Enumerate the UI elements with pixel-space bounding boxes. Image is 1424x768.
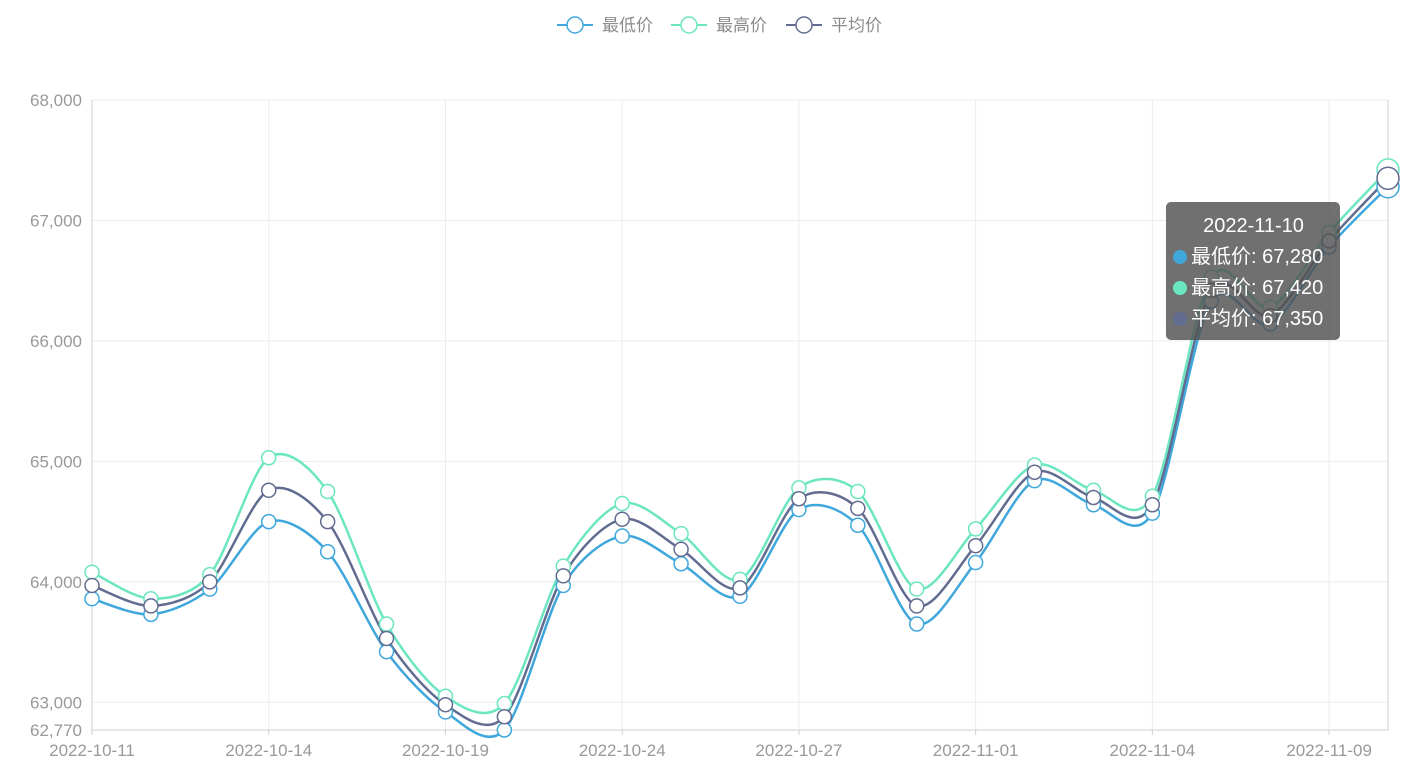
data-point-avg[interactable] <box>614 511 630 527</box>
data-point-avg[interactable] <box>732 580 748 596</box>
y-tick-label: 65,000 <box>30 452 82 471</box>
data-point-avg[interactable] <box>673 541 689 558</box>
data-point-avg[interactable] <box>319 513 336 530</box>
data-point-avg[interactable] <box>260 482 277 499</box>
data-point-min[interactable] <box>673 556 689 572</box>
tooltip-row-min: 最低价: 67,280 <box>1173 242 1334 273</box>
data-point-min[interactable] <box>319 543 336 560</box>
tooltip-row-avg: 平均价: 67,350 <box>1173 304 1334 335</box>
data-point-max[interactable] <box>496 695 513 712</box>
data-point-avg[interactable] <box>496 708 513 725</box>
y-tick-label: 62,770 <box>30 721 82 740</box>
legend[interactable]: 最低价 最高价 平均价 <box>557 16 882 35</box>
x-tick-label: 2022-11-09 <box>1286 741 1372 760</box>
data-point-max[interactable] <box>967 521 984 537</box>
x-tick-label: 2022-11-01 <box>933 741 1019 760</box>
tooltip-row-max: 最高价: 67,420 <box>1173 273 1334 304</box>
y-tick-label: 67,000 <box>30 211 82 230</box>
data-point-max[interactable] <box>614 495 630 512</box>
data-point-min[interactable] <box>260 513 277 530</box>
data-point-avg[interactable] <box>84 577 100 594</box>
data-point-avg[interactable] <box>791 490 807 507</box>
data-point-avg[interactable] <box>1376 166 1400 191</box>
data-point-avg[interactable] <box>143 598 159 614</box>
data-point-avg[interactable] <box>378 630 395 647</box>
data-point-avg[interactable] <box>1026 464 1043 480</box>
data-point-avg[interactable] <box>850 500 866 517</box>
tooltip-dot-max <box>1173 281 1187 295</box>
x-tick-label: 2022-10-24 <box>579 741 666 760</box>
data-point-max[interactable] <box>378 616 395 632</box>
legend-circle-icon <box>566 16 584 34</box>
legend-item-min[interactable]: 最低价 <box>557 16 653 35</box>
data-point-max[interactable] <box>673 525 689 542</box>
data-point-max[interactable] <box>908 581 925 597</box>
data-point-min[interactable] <box>850 517 866 533</box>
legend-circle-icon <box>795 16 813 34</box>
data-point-max[interactable] <box>84 564 100 580</box>
data-point-min[interactable] <box>614 528 630 544</box>
data-point-avg[interactable] <box>202 574 218 590</box>
data-point-min[interactable] <box>908 616 925 632</box>
x-tick-label: 2022-10-14 <box>225 741 312 760</box>
legend-label: 最高价 <box>716 16 767 35</box>
tooltip-dot-avg <box>1173 312 1187 326</box>
x-tick-label: 2022-10-27 <box>755 741 842 760</box>
tooltip-label-avg: 平均价: 67,350 <box>1191 308 1324 330</box>
data-point-avg[interactable] <box>1085 489 1102 506</box>
data-point-max[interactable] <box>260 450 277 466</box>
data-point-avg[interactable] <box>967 537 984 554</box>
tooltip: 2022-11-10 最低价: 67,280 最高价: 67,420 平均价: … <box>1166 202 1340 340</box>
data-point-min[interactable] <box>496 722 513 738</box>
legend-label: 平均价 <box>831 16 882 35</box>
grid-lines <box>92 99 1388 731</box>
y-tick-label: 64,000 <box>30 573 82 592</box>
data-point-max[interactable] <box>850 483 866 500</box>
data-point-avg[interactable] <box>1144 496 1161 513</box>
y-tick-label: 66,000 <box>30 332 82 351</box>
tooltip-dot-min <box>1173 250 1187 264</box>
y-tick-label: 63,000 <box>30 693 82 712</box>
tooltip-label-max: 最高价: 67,420 <box>1191 277 1324 299</box>
tooltip-title: 2022-11-10 <box>1203 215 1304 237</box>
series-points <box>84 158 1400 738</box>
data-point-max[interactable] <box>319 483 336 500</box>
data-point-avg[interactable] <box>908 598 925 614</box>
data-point-min[interactable] <box>967 554 984 571</box>
x-tick-label: 2022-11-04 <box>1110 741 1196 760</box>
legend-label: 最低价 <box>602 16 653 35</box>
data-point-min[interactable] <box>378 643 395 660</box>
axes: 68,000 67,000 66,000 65,000 64,000 63,000 62,7… <box>30 91 1389 760</box>
data-point-avg[interactable] <box>437 696 454 713</box>
data-point-min[interactable] <box>84 590 100 607</box>
y-tick-label: 68,000 <box>30 91 82 110</box>
legend-item-max[interactable]: 最高价 <box>671 16 767 35</box>
tooltip-label-min: 最低价: 67,280 <box>1191 246 1324 268</box>
legend-circle-icon <box>680 16 698 34</box>
data-point-avg[interactable] <box>555 568 572 584</box>
x-tick-label: 2022-10-11 <box>49 741 135 760</box>
x-tick-label: 2022-10-19 <box>402 741 489 760</box>
legend-item-avg[interactable]: 平均价 <box>786 16 882 35</box>
